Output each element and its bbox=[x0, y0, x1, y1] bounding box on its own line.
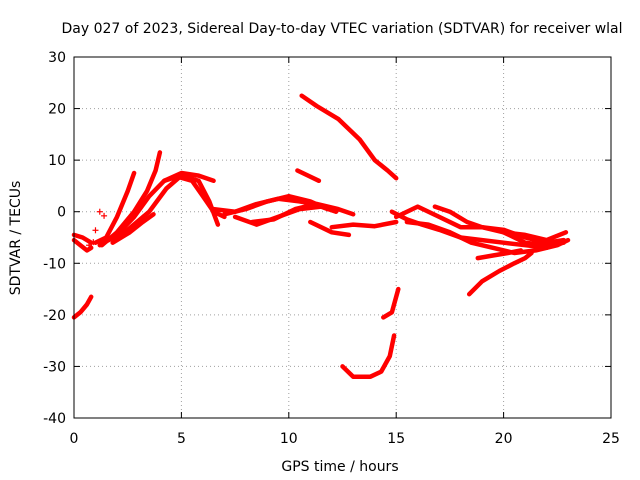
plot-frame bbox=[73, 56, 612, 419]
series-trace-s15 bbox=[295, 168, 322, 184]
series-trace-s09 bbox=[161, 170, 216, 184]
series-trace-s04 bbox=[93, 170, 137, 245]
x-tick-label: 20 bbox=[495, 431, 513, 447]
y-tick-label: 30 bbox=[48, 50, 66, 66]
y-tick-label: -40 bbox=[43, 411, 66, 427]
points-layer bbox=[86, 208, 108, 249]
series-trace-s13 bbox=[250, 201, 356, 225]
x-tick-label: 0 bbox=[70, 431, 79, 447]
data-point-1 bbox=[86, 242, 93, 249]
data-point-4 bbox=[101, 212, 108, 219]
x-tick-label: 15 bbox=[387, 431, 405, 447]
y-axis-label: SDTVAR / TECUs bbox=[8, 181, 24, 296]
y-axis: -40 -30 -20 -10 0 10 20 30 bbox=[43, 50, 611, 427]
x-axis: 0 5 10 15 20 25 bbox=[70, 57, 620, 447]
y-tick-label: -10 bbox=[43, 256, 66, 272]
y-tick-label: -30 bbox=[43, 359, 66, 375]
data-point-3 bbox=[96, 208, 103, 215]
series-trace-s08 bbox=[110, 212, 156, 245]
series-trace-s14 bbox=[299, 93, 399, 181]
series-trace-s07 bbox=[106, 173, 221, 243]
y-tick-label: 10 bbox=[48, 153, 66, 169]
series-trace-s01 bbox=[71, 294, 94, 320]
series-trace-s23 bbox=[432, 204, 566, 245]
series-trace-s17 bbox=[308, 219, 352, 238]
series-trace-s03 bbox=[71, 232, 94, 245]
series-trace-s25 bbox=[475, 248, 524, 261]
y-tick-label: 0 bbox=[57, 205, 66, 221]
series-trace-s16 bbox=[329, 219, 399, 230]
data-point-2 bbox=[92, 227, 99, 234]
series-trace-s26 bbox=[501, 230, 569, 243]
series-trace-s24 bbox=[466, 250, 534, 297]
series-trace-s22 bbox=[404, 219, 571, 256]
series-layer bbox=[71, 93, 571, 379]
y-tick-label: 20 bbox=[48, 102, 66, 118]
series-trace-s02 bbox=[71, 237, 94, 253]
y-tick-label: -20 bbox=[43, 308, 66, 324]
chart-title: Day 027 of 2023, Sidereal Day-to-day VTE… bbox=[61, 21, 622, 37]
data-point-5 bbox=[90, 239, 97, 246]
x-tick-label: 5 bbox=[177, 431, 186, 447]
x-tick-label: 25 bbox=[602, 431, 620, 447]
series-trace-s18 bbox=[340, 333, 397, 379]
x-axis-label: GPS time / hours bbox=[281, 459, 398, 475]
series-trace-s19 bbox=[381, 286, 401, 320]
x-tick-label: 10 bbox=[280, 431, 298, 447]
